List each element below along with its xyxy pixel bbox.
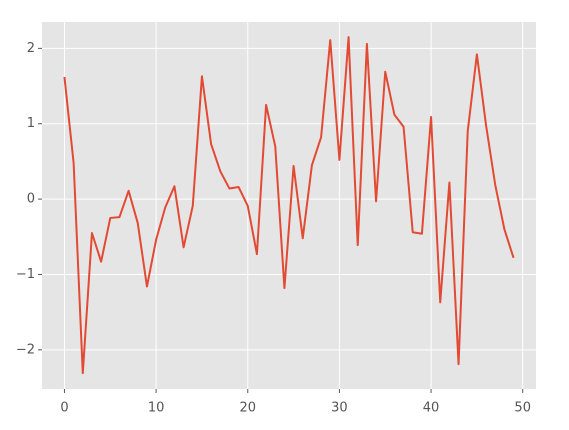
y-tick-label: 2 [27, 41, 35, 56]
x-tick-label: 10 [148, 401, 165, 416]
x-tick-label: 50 [514, 401, 531, 416]
y-tick-label: −2 [16, 342, 35, 357]
x-tick-label: 0 [60, 401, 68, 416]
x-tick-label: 40 [423, 401, 440, 416]
y-tick-label: −1 [16, 267, 35, 282]
y-tick-label: 1 [27, 116, 35, 131]
plot-background [42, 22, 536, 389]
y-tick-label: 0 [27, 192, 35, 207]
x-tick-label: 30 [331, 401, 348, 416]
x-tick-label: 20 [239, 401, 256, 416]
data-line [63, 36, 515, 375]
